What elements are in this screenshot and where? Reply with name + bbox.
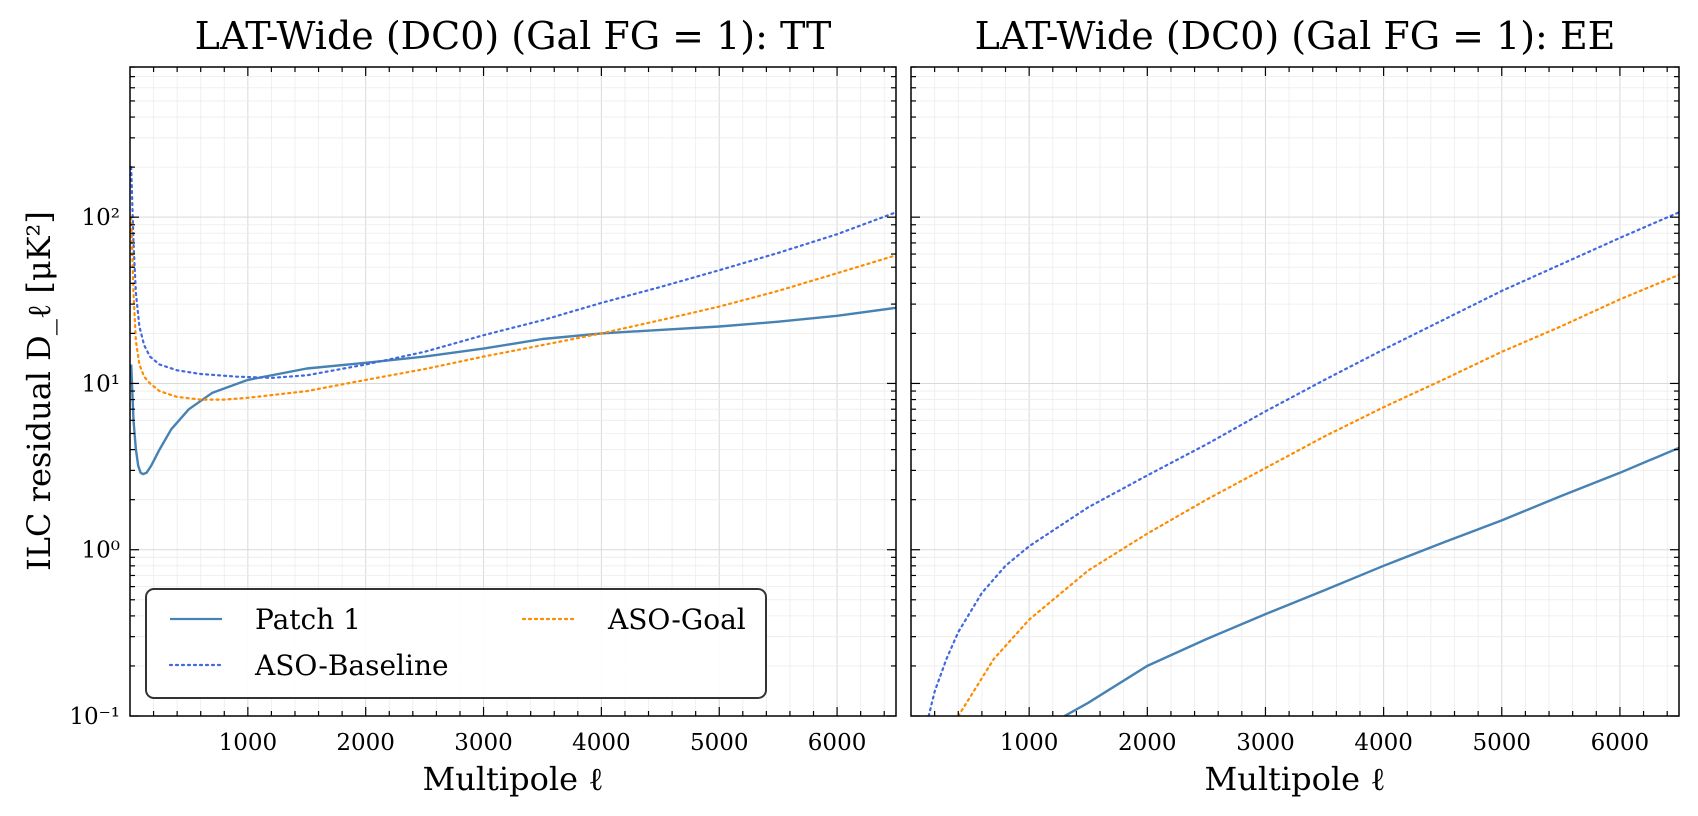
y-tick-label: 10² (82, 205, 121, 231)
ee-x-tick-label: 5000 (1472, 730, 1531, 756)
ee-series-patch-1 (1064, 446, 1679, 716)
ee-panel: 1000 2000 3000 4000 5000 6000 LAT-Wide (DC0) … (910, 14, 1680, 798)
tt-x-tick-label: 5000 (690, 730, 749, 756)
tt-ticks: 1000 2000 3000 4000 5000 6000 10⁻¹ 10⁰ 10¹ 10² (69, 66, 896, 756)
ee-x-tick-label: 2000 (1118, 730, 1177, 756)
tt-series-group (130, 166, 896, 476)
ee-series-group (927, 211, 1679, 716)
tt-series-aso-baseline (130, 166, 896, 379)
tt-series-aso-goal (130, 216, 896, 401)
ee-series-aso-baseline (927, 211, 1679, 716)
tt-x-tick-label: 6000 (808, 730, 867, 756)
ee-x-tick-label: 1000 (1000, 730, 1059, 756)
legend-box (145, 588, 767, 699)
legend-label-patch1: Patch 1 (255, 603, 361, 636)
legend: Patch 1 ASO-Baseline ASO-Goal (145, 588, 767, 699)
legend-label-aso-baseline: ASO-Baseline (254, 649, 449, 682)
ee-x-axis-label: Multipole ℓ (1204, 760, 1385, 798)
ee-x-tick-label: 3000 (1236, 730, 1295, 756)
tt-panel: 1000 2000 3000 4000 5000 6000 10⁻¹ 10⁰ 10¹ 10² LA… (20, 14, 897, 798)
ee-chart-title: LAT-Wide (DC0) (Gal FG = 1): EE (975, 14, 1616, 58)
ee-series-aso-goal (957, 273, 1679, 716)
tt-x-tick-label: 4000 (572, 730, 631, 756)
tt-chart-title: LAT-Wide (DC0) (Gal FG = 1): TT (195, 14, 832, 58)
ee-ticks: 1000 2000 3000 4000 5000 6000 (911, 66, 1679, 756)
y-tick-label: 10⁻¹ (69, 704, 120, 730)
ee-x-tick-label: 4000 (1354, 730, 1413, 756)
y-tick-label: 10¹ (82, 371, 121, 397)
tt-series-patch-1 (130, 306, 896, 476)
y-axis-label: ILC residual D_ℓ [μK²] (20, 211, 58, 571)
ee-gridlines (911, 66, 1679, 716)
tt-x-tick-label: 2000 (336, 730, 395, 756)
tt-x-tick-label: 1000 (219, 730, 278, 756)
ee-x-tick-label: 6000 (1591, 730, 1650, 756)
tt-x-axis-label: Multipole ℓ (422, 760, 603, 798)
tt-x-tick-label: 3000 (454, 730, 513, 756)
legend-label-aso-goal: ASO-Goal (607, 603, 746, 636)
y-tick-label: 10⁰ (82, 538, 121, 564)
